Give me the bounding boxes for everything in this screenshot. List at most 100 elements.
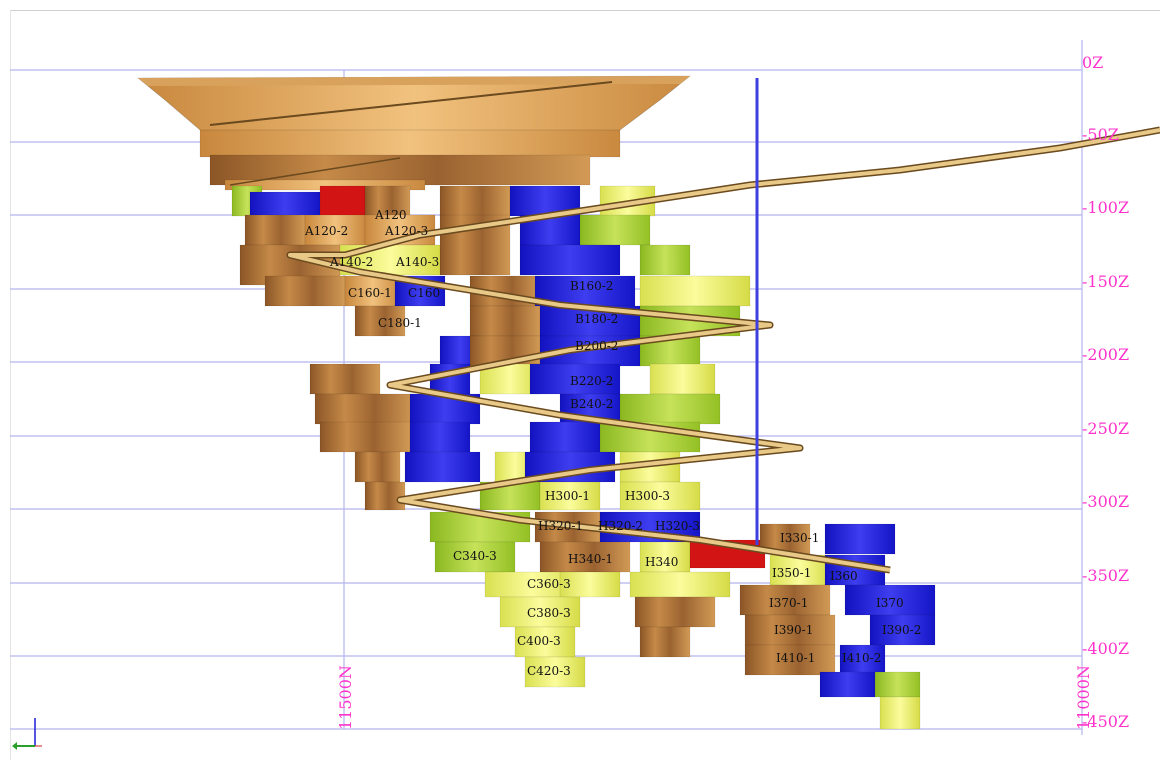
stope-label: A120 — [374, 208, 407, 222]
stope-block — [354, 305, 406, 337]
stope-label: C380-3 — [527, 606, 571, 620]
stope-block — [364, 481, 406, 511]
axis-triad-icon — [12, 718, 42, 750]
stope-label: A120-2 — [304, 224, 348, 238]
stope-label: I390-2 — [882, 623, 921, 637]
northing-label: 11000N — [1074, 665, 1093, 730]
stope-block — [519, 244, 621, 276]
level-label: -450Z — [1082, 712, 1129, 731]
level-label: -200Z — [1082, 345, 1129, 364]
stope-block — [839, 644, 886, 676]
level-label: -350Z — [1082, 566, 1129, 585]
stope-block — [634, 596, 716, 628]
stope-label: H320-2 — [598, 519, 643, 533]
stope-label: B180-2 — [575, 312, 618, 326]
open-pit-rim — [138, 76, 690, 86]
stope-block — [409, 421, 471, 453]
stope-blocks — [137, 75, 936, 730]
stope-label: C360-3 — [527, 577, 571, 591]
stope-block — [744, 614, 836, 646]
stope-labels: A120-2 A120-3 A140-2 A140-3 A120 C160-1 C160 C1… — [304, 208, 921, 678]
pit-ramp — [229, 157, 401, 186]
stope-block — [439, 185, 511, 217]
stope-block — [319, 421, 411, 453]
pit-ramp — [209, 81, 613, 126]
stope-label: C180-1 — [378, 316, 422, 330]
stope-block — [639, 275, 751, 307]
stope-block — [739, 584, 831, 616]
stope-block — [819, 671, 876, 698]
stope-label: H320-3 — [655, 519, 700, 533]
level-label: -300Z — [1082, 492, 1129, 511]
stope-block — [639, 244, 691, 276]
northing-label: 11500N — [336, 665, 355, 730]
stope-label: B200-2 — [575, 339, 618, 353]
stope-label: H300-3 — [625, 489, 670, 503]
stope-block — [869, 614, 936, 646]
stope-block — [639, 626, 691, 658]
stope-block — [244, 214, 306, 246]
level-labels: 0Z -50Z -100Z -150Z -200Z -250Z -300Z -350Z -400… — [1082, 53, 1129, 731]
stope-block — [304, 214, 366, 246]
stope-label: A140-2 — [329, 255, 373, 269]
stope-label: I370-1 — [769, 596, 808, 610]
ramp-path — [288, 128, 1160, 572]
stope-block — [744, 644, 836, 676]
stope-block — [619, 393, 721, 425]
stope-label: B160-2 — [570, 279, 613, 293]
stope-label: H340-1 — [568, 552, 613, 566]
stope-block — [629, 571, 731, 598]
stope-block — [309, 363, 381, 395]
stope-block — [364, 185, 411, 217]
stope-block — [879, 696, 921, 730]
stope-label: B220-2 — [570, 374, 613, 388]
stope-label: I360 — [830, 569, 858, 583]
level-label: -50Z — [1082, 125, 1119, 144]
stope-block — [404, 451, 481, 483]
stope-label: I370 — [876, 596, 904, 610]
stope-block — [874, 671, 921, 698]
stope-label: I390-1 — [774, 623, 813, 637]
stope-label: H320-1 — [538, 519, 583, 533]
stope-block — [499, 596, 581, 628]
stope-block — [529, 421, 601, 453]
level-label: -100Z — [1082, 198, 1129, 217]
stope-label: C420-3 — [527, 664, 571, 678]
stope-label: C160 — [408, 286, 440, 300]
stope-label: I410-1 — [776, 651, 815, 665]
view-border-top — [10, 10, 1160, 11]
stope-block — [319, 185, 366, 219]
decline-ramp — [209, 81, 1160, 574]
level-label: -150Z — [1082, 272, 1129, 291]
stope-block — [264, 275, 346, 307]
stope-block — [199, 124, 621, 158]
stope-label: I350-1 — [772, 566, 811, 580]
stope-label: B240-2 — [570, 397, 613, 411]
stope-block — [524, 656, 586, 688]
stope-label: C340-3 — [453, 549, 497, 563]
stope-label: H340 — [645, 555, 678, 569]
view-border-left — [10, 10, 11, 760]
stope-block — [434, 541, 516, 573]
stope-label: H300-1 — [545, 489, 590, 503]
level-label: 0Z — [1082, 53, 1103, 72]
stope-block — [639, 541, 691, 573]
stope-block — [314, 393, 416, 425]
stope-block — [649, 363, 716, 395]
level-label: -250Z — [1082, 419, 1129, 438]
stope-block — [824, 523, 896, 555]
stope-label: I330-1 — [780, 531, 819, 545]
stope-block — [539, 481, 601, 511]
stope-block — [469, 305, 541, 337]
stope-block — [539, 541, 631, 573]
stope-block — [579, 214, 651, 246]
stope-label: C160-1 — [348, 286, 392, 300]
stope-block — [619, 481, 701, 511]
stope-block — [844, 584, 936, 616]
stope-block — [559, 571, 621, 598]
stope-block — [354, 451, 401, 483]
level-label: -400Z — [1082, 639, 1129, 658]
northing-labels: 11500N 11000N — [336, 665, 1093, 730]
